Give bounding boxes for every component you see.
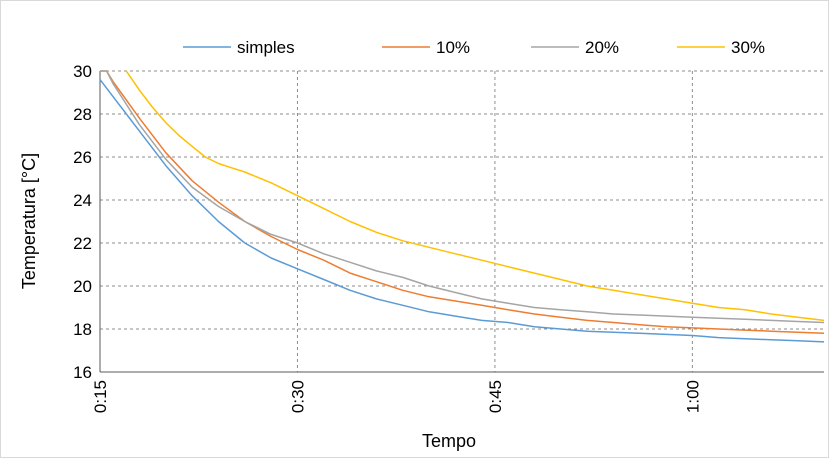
x-axis-title: Tempo — [422, 431, 476, 451]
series-line-simples — [99, 79, 825, 343]
y-axis-title: Temperatura [°C] — [19, 153, 39, 289]
series-line-10pct — [100, 70, 825, 335]
y-tick-label: 22 — [73, 234, 92, 253]
axes — [99, 71, 824, 373]
x-tick-labels: 0:15 0:30 0:45 1:00 — [91, 380, 702, 413]
x-tick-label: 0:15 — [91, 380, 110, 413]
y-tick-label: 28 — [73, 105, 92, 124]
y-tick-labels: 16 18 20 22 24 26 28 30 — [73, 62, 92, 382]
series-line-30pct — [125, 70, 825, 322]
legend-label: 10% — [436, 38, 470, 57]
grid-lines — [100, 70, 824, 372]
y-tick-label: 24 — [73, 191, 92, 210]
y-tick-label: 20 — [73, 277, 92, 296]
x-tick-label: 0:30 — [288, 380, 307, 413]
y-tick-label: 18 — [73, 320, 92, 339]
legend-label: simples — [237, 38, 295, 57]
x-tick-label: 1:00 — [683, 380, 702, 413]
y-tick-label: 16 — [73, 363, 92, 382]
legend-label: 30% — [731, 38, 765, 57]
x-tick-label: 0:45 — [486, 380, 505, 413]
y-tick-label: 26 — [73, 148, 92, 167]
y-tick-label: 30 — [73, 62, 92, 81]
series-line-20pct — [100, 70, 825, 324]
legend-label: 20% — [585, 38, 619, 57]
series-lines — [99, 70, 825, 343]
legend: simples 10% 20% 30% — [183, 38, 765, 57]
